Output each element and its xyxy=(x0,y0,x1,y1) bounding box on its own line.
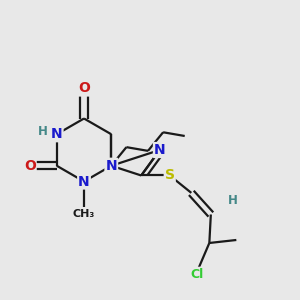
Text: O: O xyxy=(78,82,90,95)
Text: O: O xyxy=(24,159,36,173)
Text: H: H xyxy=(38,125,48,138)
Text: H: H xyxy=(227,194,237,208)
Text: N: N xyxy=(106,159,117,173)
Text: N: N xyxy=(78,175,90,188)
Text: Cl: Cl xyxy=(191,268,204,281)
Text: S: S xyxy=(165,169,175,182)
Text: N: N xyxy=(154,143,166,157)
Text: N: N xyxy=(51,127,62,141)
Text: CH₃: CH₃ xyxy=(73,208,95,219)
